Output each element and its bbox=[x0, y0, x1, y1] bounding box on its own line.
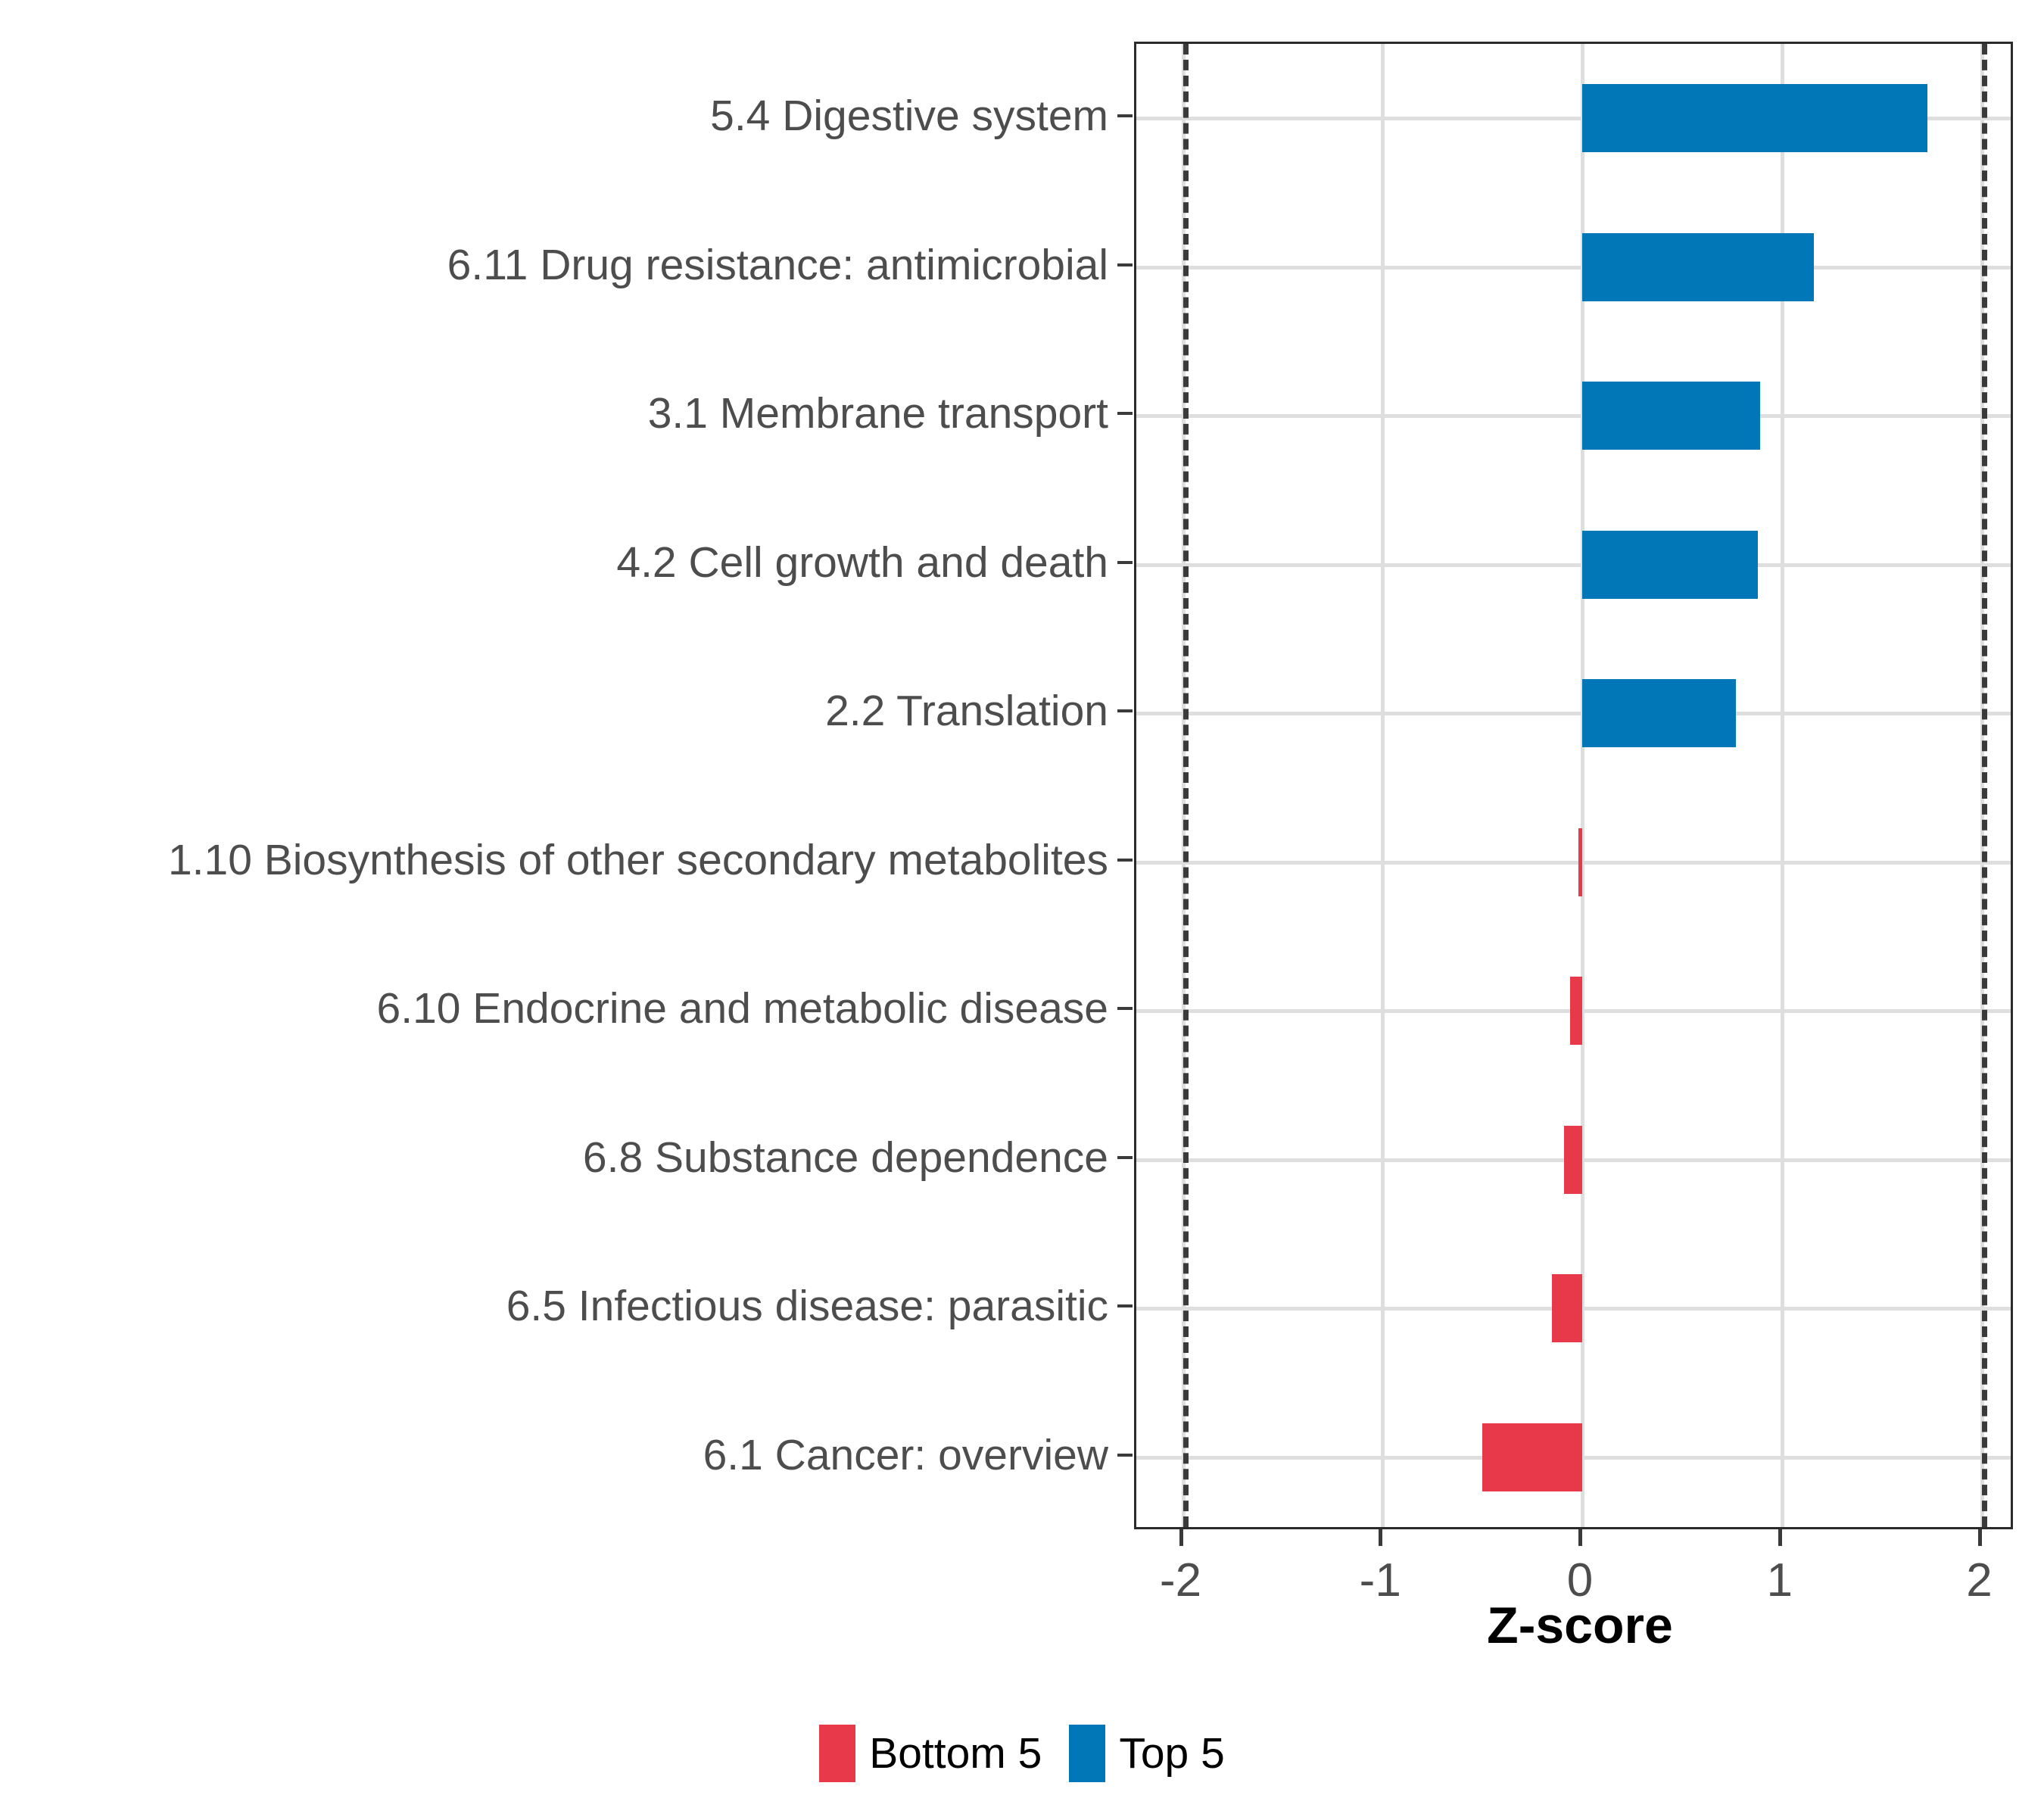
x-axis-tick bbox=[1578, 1529, 1582, 1546]
chart-legend: Bottom 5 Top 5 bbox=[0, 1725, 2044, 1782]
legend-swatch-top-5 bbox=[1069, 1725, 1106, 1782]
gridline-vertical bbox=[1780, 44, 1784, 1527]
plot-panel bbox=[1134, 42, 2013, 1529]
x-axis-tick-label: 0 bbox=[1566, 1554, 1594, 1607]
x-axis-tick bbox=[1977, 1529, 1982, 1546]
y-axis-tick bbox=[1117, 858, 1133, 862]
bar[interactable] bbox=[1582, 84, 1928, 153]
y-axis-label: 6.1 Cancer: overview bbox=[703, 1430, 1108, 1479]
bar[interactable] bbox=[1564, 1125, 1582, 1194]
y-axis-tick bbox=[1117, 1453, 1133, 1457]
y-axis-label: 1.10 Biosynthesis of other secondary met… bbox=[167, 835, 1108, 884]
gridline-horizontal bbox=[1136, 265, 2011, 270]
gridline-horizontal bbox=[1136, 414, 2011, 419]
bar[interactable] bbox=[1582, 530, 1759, 599]
y-axis-label: 5.4 Digestive system bbox=[710, 92, 1108, 141]
gridline-horizontal bbox=[1136, 860, 2011, 865]
y-axis-tick bbox=[1117, 709, 1133, 713]
y-axis-tick bbox=[1117, 263, 1133, 266]
x-axis-tick-label: -2 bbox=[1159, 1554, 1202, 1607]
y-axis-label: 3.1 Membrane transport bbox=[647, 389, 1108, 438]
x-axis-tick-label: 1 bbox=[1766, 1554, 1793, 1607]
x-axis-tick-label: -1 bbox=[1359, 1554, 1401, 1607]
legend-swatch-bottom-5 bbox=[819, 1725, 856, 1782]
gridline-horizontal bbox=[1136, 117, 2011, 121]
y-axis-tick bbox=[1117, 560, 1133, 564]
reference-line bbox=[1182, 44, 1189, 1527]
y-axis-tick bbox=[1117, 1304, 1133, 1308]
x-axis-tick bbox=[1179, 1529, 1183, 1546]
gridline-horizontal bbox=[1136, 563, 2011, 567]
legend-label-bottom-5: Bottom 5 bbox=[869, 1729, 1042, 1778]
bar[interactable] bbox=[1570, 977, 1582, 1046]
gridline-vertical bbox=[1581, 44, 1584, 1527]
x-axis-title: Z-score bbox=[1487, 1597, 1673, 1654]
bar[interactable] bbox=[1482, 1423, 1582, 1491]
legend-label-top-5: Top 5 bbox=[1119, 1729, 1225, 1778]
bar[interactable] bbox=[1582, 679, 1737, 748]
y-axis-label: 6.11 Drug resistance: antimicrobial bbox=[447, 240, 1108, 289]
reference-line bbox=[1981, 44, 1987, 1527]
y-axis-tick bbox=[1117, 114, 1133, 118]
legend-item-bottom-5[interactable]: Bottom 5 bbox=[819, 1725, 1042, 1782]
y-axis-label: 6.10 Endocrine and metabolic disease bbox=[376, 984, 1108, 1033]
bar[interactable] bbox=[1552, 1274, 1582, 1343]
y-axis-label: 4.2 Cell growth and death bbox=[616, 538, 1108, 587]
y-axis-tick bbox=[1117, 1155, 1133, 1159]
bar[interactable] bbox=[1582, 382, 1760, 450]
legend-item-top-5[interactable]: Top 5 bbox=[1069, 1725, 1225, 1782]
gridline-horizontal bbox=[1136, 712, 2011, 716]
y-axis-tick bbox=[1117, 412, 1133, 416]
y-axis-label: 6.5 Infectious disease: parasitic bbox=[506, 1282, 1108, 1331]
y-axis-label: 6.8 Substance dependence bbox=[582, 1133, 1108, 1182]
bar[interactable] bbox=[1582, 232, 1814, 301]
x-axis-tick bbox=[1379, 1529, 1383, 1546]
y-axis-label: 2.2 Translation bbox=[825, 687, 1108, 736]
x-axis-tick-label: 2 bbox=[1966, 1554, 1993, 1607]
bar[interactable] bbox=[1578, 827, 1582, 896]
y-axis-tick bbox=[1117, 1007, 1133, 1011]
x-axis-tick bbox=[1778, 1529, 1782, 1546]
gridline-vertical bbox=[1381, 44, 1385, 1527]
